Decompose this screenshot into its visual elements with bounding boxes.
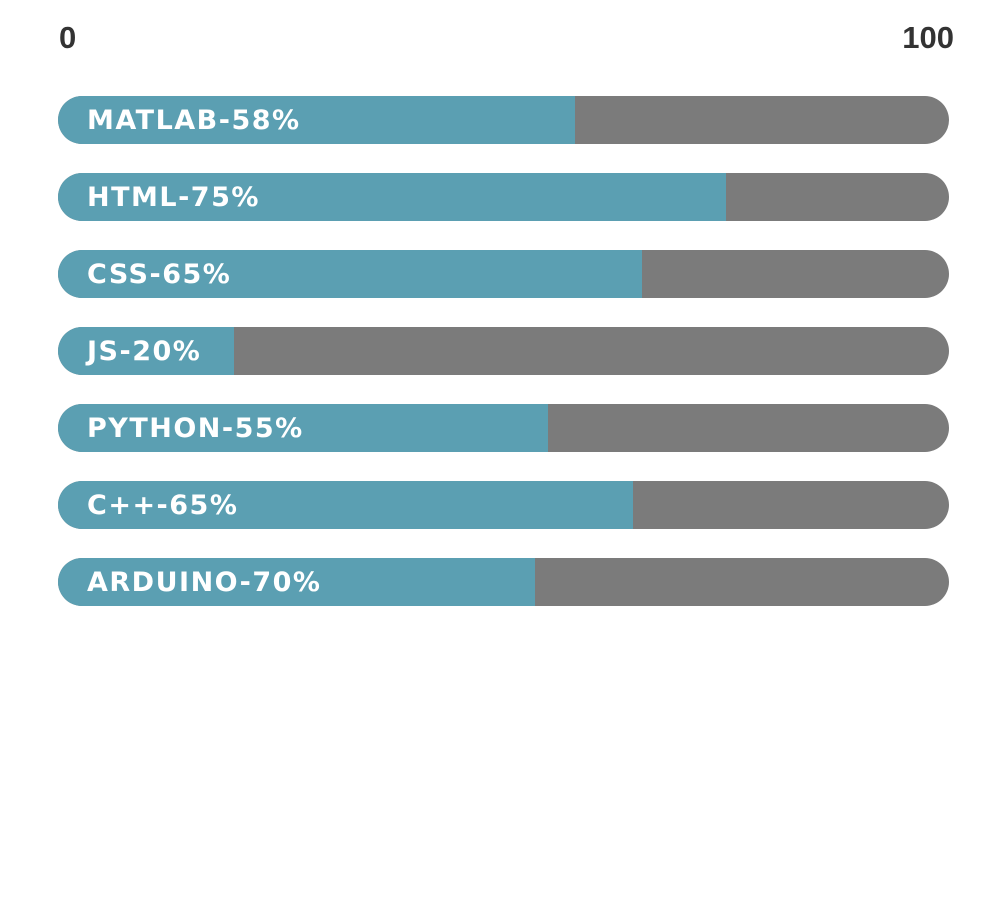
bar-fill [58,404,549,452]
axis-max-label: 100 [902,20,954,55]
bar-fill [58,96,575,144]
bar-label: HTML-75% [87,182,260,213]
bar-fill [58,481,633,529]
bar-row: JS-20% [58,327,949,375]
bar-fill [58,327,235,375]
bar-fill [58,250,642,298]
bar-label: MATLAB-58% [87,105,301,136]
bar-fill [58,558,535,606]
bar-row: ARDUINO-70% [58,558,949,606]
bar-row: HTML-75% [58,173,949,221]
bar-label: JS-20% [87,336,202,367]
bar-label: PYTHON-55% [87,413,304,444]
bar-row: PYTHON-55% [58,404,949,452]
axis-min-label: 0 [59,20,77,55]
bar-fill [58,173,727,221]
bar-row: C++-65% [58,481,949,529]
bar-label: ARDUINO-70% [87,567,322,598]
bar-row: CSS-65% [58,250,949,298]
bar-label: C++-65% [87,490,239,521]
bar-label: CSS-65% [87,259,232,290]
skill-bars: MATLAB-58% HTML-75% CSS-65% JS-20% PYTHON-55… [58,96,949,635]
bar-row: MATLAB-58% [58,96,949,144]
